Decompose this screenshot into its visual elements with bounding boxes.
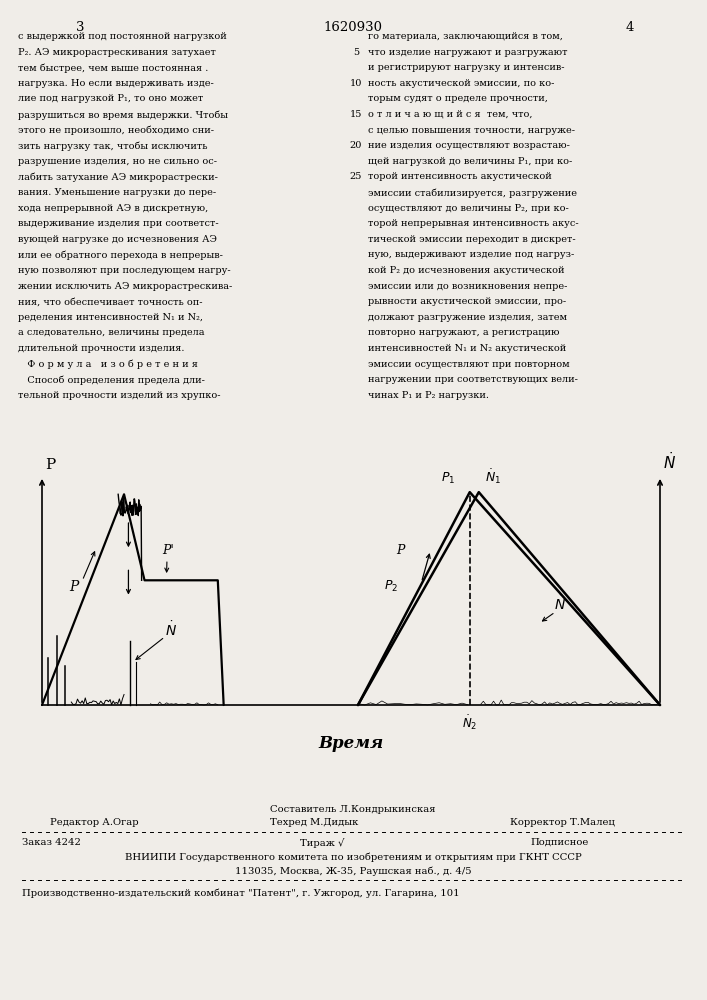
Text: торым судят о пределе прочности,: торым судят о пределе прочности, xyxy=(368,94,548,103)
Text: P₂. АЭ микрорастрескивания затухает: P₂. АЭ микрорастрескивания затухает xyxy=(18,48,216,57)
Text: ность акустической эмиссии, по ко-: ность акустической эмиссии, по ко- xyxy=(368,79,554,88)
Text: хода непрерывной АЭ в дискретную,: хода непрерывной АЭ в дискретную, xyxy=(18,204,209,213)
Text: должают разгружение изделия, затем: должают разгружение изделия, затем xyxy=(368,313,567,322)
Text: тем быстрее, чем выше постоянная .: тем быстрее, чем выше постоянная . xyxy=(18,63,209,73)
Text: 1620930: 1620930 xyxy=(324,21,382,34)
Text: выдерживание изделия при соответст-: выдерживание изделия при соответст- xyxy=(18,219,218,228)
Text: P: P xyxy=(45,458,55,472)
Text: зить нагрузку так, чтобы исключить: зить нагрузку так, чтобы исключить xyxy=(18,141,207,151)
Text: или ее обратного перехода в непрерыв-: или ее обратного перехода в непрерыв- xyxy=(18,250,223,260)
Text: Техред М.Дидык: Техред М.Дидык xyxy=(270,818,358,827)
Text: нагрузка. Но если выдерживать изде-: нагрузка. Но если выдерживать изде- xyxy=(18,79,214,88)
Text: $\dot{N}$: $\dot{N}$ xyxy=(554,595,566,613)
Text: нагружении при соответствующих вели-: нагружении при соответствующих вели- xyxy=(368,375,578,384)
Text: Время: Время xyxy=(318,735,384,752)
Text: интенсивностей N₁ и N₂ акустической: интенсивностей N₁ и N₂ акустической xyxy=(368,344,566,353)
Text: го материала, заключающийся в том,: го материала, заключающийся в том, xyxy=(368,32,563,41)
Text: $\dot{N}$: $\dot{N}$ xyxy=(165,620,177,639)
Text: P: P xyxy=(396,544,404,557)
Text: разрушение изделия, но не сильно ос-: разрушение изделия, но не сильно ос- xyxy=(18,157,217,166)
Text: торой интенсивность акустической: торой интенсивность акустической xyxy=(368,172,551,181)
Text: 20: 20 xyxy=(350,141,362,150)
Text: повторно нагружают, а регистрацию: повторно нагружают, а регистрацию xyxy=(368,328,559,337)
Text: 15: 15 xyxy=(350,110,362,119)
Text: вания. Уменьшение нагрузки до пере-: вания. Уменьшение нагрузки до пере- xyxy=(18,188,216,197)
Text: P': P' xyxy=(162,544,174,557)
Text: 4: 4 xyxy=(626,21,634,34)
Text: $P_2$: $P_2$ xyxy=(384,579,398,594)
Text: торой непрерывная интенсивность акус-: торой непрерывная интенсивность акус- xyxy=(368,219,578,228)
Text: жении исключить АЭ микрорастрескива-: жении исключить АЭ микрорастрескива- xyxy=(18,282,233,291)
Text: Подписное: Подписное xyxy=(530,838,588,847)
Text: 25: 25 xyxy=(350,172,362,181)
Text: лие под нагрузкой P₁, то оно может: лие под нагрузкой P₁, то оно может xyxy=(18,94,203,103)
Text: Корректор Т.Малец: Корректор Т.Малец xyxy=(510,818,615,827)
Text: с целью повышения точности, нагруже-: с целью повышения точности, нагруже- xyxy=(368,126,575,135)
Text: $\dot{N}_2$: $\dot{N}_2$ xyxy=(462,713,477,732)
Text: тельной прочности изделий из хрупко-: тельной прочности изделий из хрупко- xyxy=(18,391,221,400)
Text: длительной прочности изделия.: длительной прочности изделия. xyxy=(18,344,185,353)
Text: Способ определения предела дли-: Способ определения предела дли- xyxy=(18,375,205,385)
Text: эмиссии осуществляют при повторном: эмиссии осуществляют при повторном xyxy=(368,360,570,369)
Text: Производственно-издательский комбинат "Патент", г. Ужгород, ул. Гагарина, 101: Производственно-издательский комбинат "П… xyxy=(22,888,460,898)
Text: о т л и ч а ю щ и й с я  тем, что,: о т л и ч а ю щ и й с я тем, что, xyxy=(368,110,532,119)
Text: Тираж √: Тираж √ xyxy=(300,838,344,848)
Text: ния, что обеспечивает точность оп-: ния, что обеспечивает точность оп- xyxy=(18,297,202,306)
Text: с выдержкой под постоянной нагрузкой: с выдержкой под постоянной нагрузкой xyxy=(18,32,227,41)
Text: эмиссии или до возникновения непре-: эмиссии или до возникновения непре- xyxy=(368,282,568,291)
Text: ВНИИПИ Государственного комитета по изобретениям и открытиям при ГКНТ СССР: ВНИИПИ Государственного комитета по изоб… xyxy=(124,852,581,861)
Text: ние изделия осуществляют возрастаю-: ние изделия осуществляют возрастаю- xyxy=(368,141,570,150)
Text: Редактор А.Огар: Редактор А.Огар xyxy=(50,818,139,827)
Text: а следовательно, величины предела: а следовательно, величины предела xyxy=(18,328,204,337)
Text: ределения интенсивностей N₁ и N₂,: ределения интенсивностей N₁ и N₂, xyxy=(18,313,203,322)
Text: этого не произошло, необходимо сни-: этого не произошло, необходимо сни- xyxy=(18,126,214,135)
Text: что изделие нагружают и разгружают: что изделие нагружают и разгружают xyxy=(368,48,568,57)
Text: эмиссии стабилизируется, разгружение: эмиссии стабилизируется, разгружение xyxy=(368,188,577,198)
Text: рывности акустической эмиссии, про-: рывности акустической эмиссии, про- xyxy=(368,297,566,306)
Text: ную, выдерживают изделие под нагруз-: ную, выдерживают изделие под нагруз- xyxy=(368,250,574,259)
Text: $\dot{N}$: $\dot{N}$ xyxy=(663,451,676,472)
Text: $P_1$: $P_1$ xyxy=(440,471,455,486)
Text: осуществляют до величины P₂, при ко-: осуществляют до величины P₂, при ко- xyxy=(368,204,568,213)
Text: щей нагрузкой до величины P₁, при ко-: щей нагрузкой до величины P₁, при ко- xyxy=(368,157,572,166)
Text: и регистрируют нагрузку и интенсив-: и регистрируют нагрузку и интенсив- xyxy=(368,63,564,72)
Text: $\dot{N}_1$: $\dot{N}_1$ xyxy=(485,468,501,486)
Text: 113035, Москва, Ж-35, Раушская наб., д. 4/5: 113035, Москва, Ж-35, Раушская наб., д. … xyxy=(235,866,472,876)
Text: лабить затухание АЭ микрорастрески-: лабить затухание АЭ микрорастрески- xyxy=(18,172,218,182)
Text: Заказ 4242: Заказ 4242 xyxy=(22,838,81,847)
Text: 3: 3 xyxy=(76,21,84,34)
Text: вующей нагрузке до исчезновения АЭ: вующей нагрузке до исчезновения АЭ xyxy=(18,235,217,244)
Text: чинах P₁ и P₂ нагрузки.: чинах P₁ и P₂ нагрузки. xyxy=(368,391,489,400)
Text: 5: 5 xyxy=(353,48,359,57)
Text: кой P₂ до исчезновения акустической: кой P₂ до исчезновения акустической xyxy=(368,266,564,275)
Text: Составитель Л.Кондрыкинская: Составитель Л.Кондрыкинская xyxy=(270,805,436,814)
Text: разрушиться во время выдержки. Чтобы: разрушиться во время выдержки. Чтобы xyxy=(18,110,228,119)
Text: P: P xyxy=(69,580,79,594)
Text: ную позволяют при последующем нагру-: ную позволяют при последующем нагру- xyxy=(18,266,230,275)
Text: Ф о р м у л а   и з о б р е т е н и я: Ф о р м у л а и з о б р е т е н и я xyxy=(18,360,198,369)
Text: 10: 10 xyxy=(350,79,362,88)
Text: тической эмиссии переходит в дискрет-: тической эмиссии переходит в дискрет- xyxy=(368,235,575,244)
